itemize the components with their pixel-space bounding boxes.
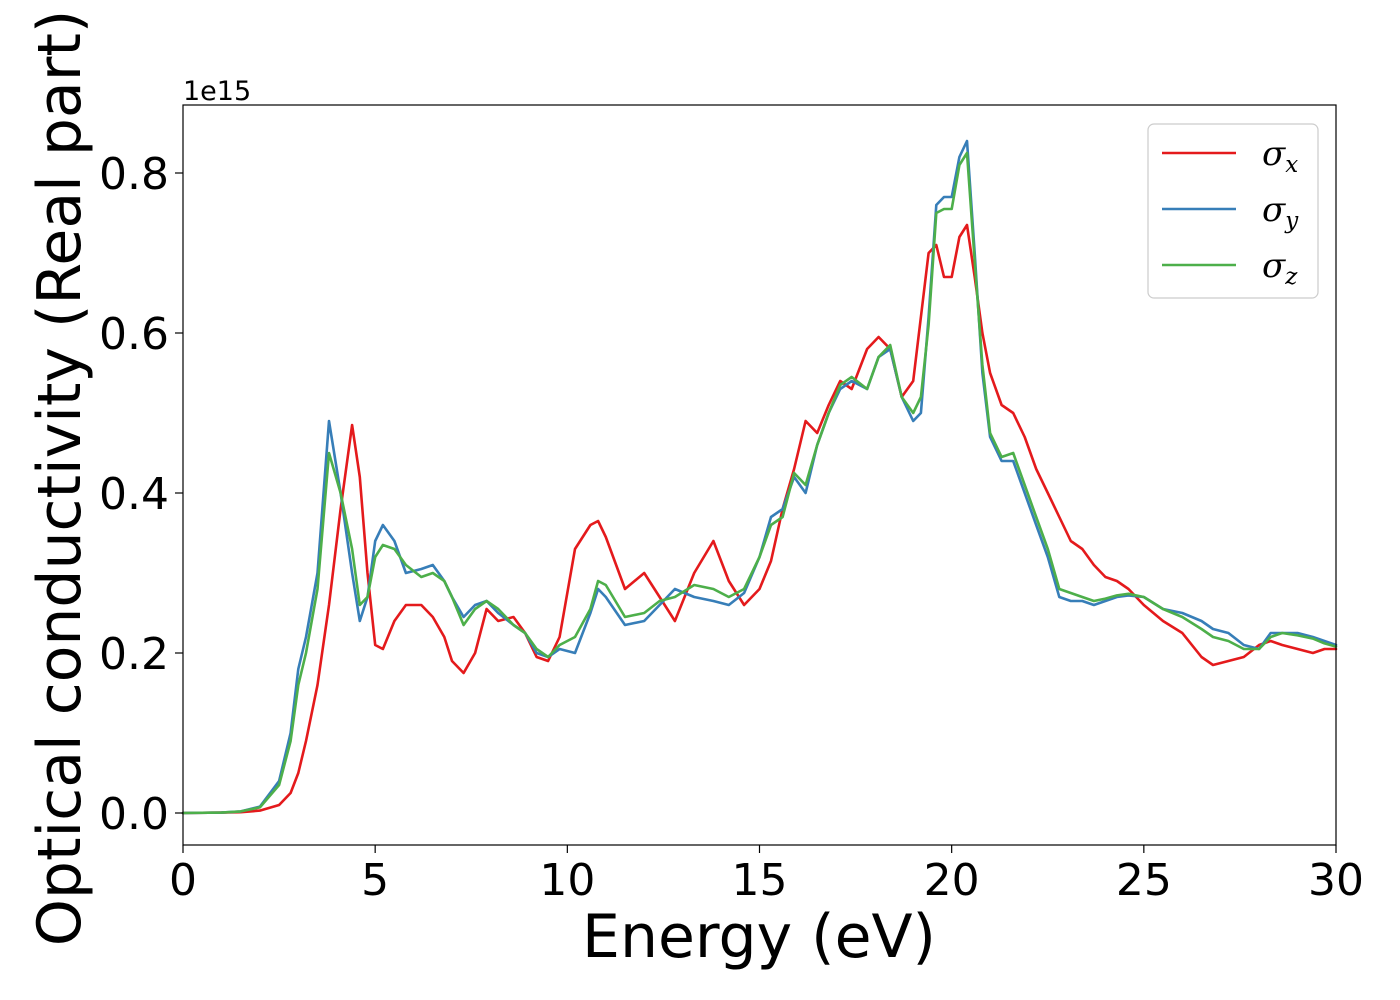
legend-label-x: σx	[1262, 134, 1298, 178]
y-axis-ticks: 0.0 0.2 0.4 0.6 0.8	[99, 149, 183, 840]
x-tick-label: 0	[169, 855, 197, 906]
series-layer	[181, 139, 1338, 815]
y-offset-label: 1e15	[183, 76, 251, 107]
x-tick-label: 15	[732, 855, 788, 906]
legend-symbol: σ	[1262, 190, 1286, 230]
legend-label-y: σy	[1262, 190, 1299, 234]
series-line-x	[181, 223, 1338, 815]
legend-box	[1147, 123, 1319, 299]
y-tick-label: 0.2	[99, 629, 169, 680]
y-tick-label: 0.6	[99, 309, 169, 360]
legend-label-z: σz	[1262, 246, 1298, 290]
legend-subscript: x	[1285, 152, 1298, 178]
x-tick-label: 10	[539, 855, 595, 906]
legend-subscript: y	[1284, 208, 1299, 234]
x-tick-label: 25	[1116, 855, 1172, 906]
x-tick-label: 20	[924, 855, 980, 906]
plot-area	[183, 105, 1336, 845]
legend-symbol: σ	[1262, 246, 1286, 286]
x-axis-ticks: 0 5 10 15 20 25 30	[169, 845, 1364, 906]
x-axis-label: Energy (eV)	[582, 902, 936, 972]
x-tick-label: 30	[1308, 855, 1364, 906]
x-tick-label: 5	[361, 855, 389, 906]
series-line-z	[181, 151, 1338, 815]
legend-subscript: z	[1284, 264, 1298, 290]
y-tick-label: 0.0	[99, 789, 169, 840]
y-axis-label: Optical conductivity (Real part)	[25, 10, 95, 947]
legend-symbol: σ	[1262, 134, 1286, 174]
y-tick-label: 0.4	[99, 469, 169, 520]
y-tick-label: 0.8	[99, 149, 169, 200]
